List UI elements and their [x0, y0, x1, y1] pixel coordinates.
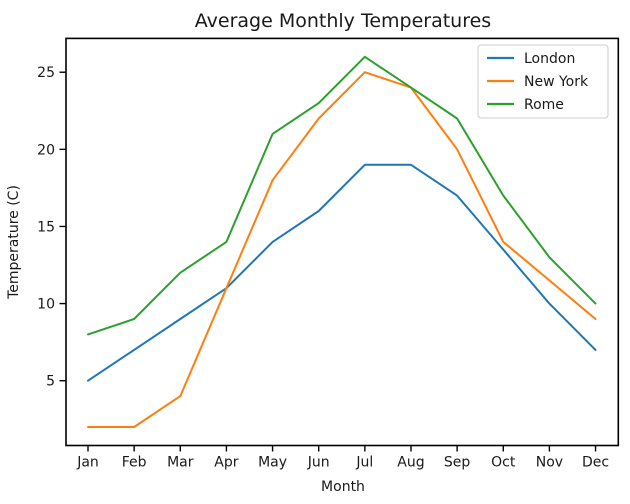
y-axis: 5 10 15 20 25 — [37, 65, 66, 390]
chart-title: Average Monthly Temperatures — [195, 10, 491, 32]
y-tick-label: 20 — [37, 142, 55, 158]
x-tick-label: Mar — [167, 455, 194, 471]
y-tick-label: 25 — [37, 65, 55, 81]
legend-label-rome: Rome — [524, 97, 564, 113]
x-tick-label: Dec — [582, 455, 609, 471]
x-tick-label: Aug — [397, 455, 424, 471]
x-tick-label: Jul — [355, 455, 373, 471]
legend-label-london: London — [524, 51, 575, 67]
line-london — [87, 163, 597, 382]
x-tick-label: Oct — [491, 455, 516, 471]
x-tick-label: Feb — [122, 455, 147, 471]
x-axis: Jan Feb Mar Apr May Jun Jul Aug Sep Oct Nov Dec — [76, 445, 609, 471]
y-axis-label: Temperature (C) — [6, 185, 22, 300]
series-lines — [87, 55, 597, 428]
y-tick-label: 15 — [37, 219, 55, 235]
y-tick-label: 5 — [46, 374, 55, 390]
legend-box — [477, 44, 609, 119]
line-new-york — [87, 71, 597, 428]
x-axis-label: Month — [321, 479, 365, 495]
legend: London New York Rome — [477, 44, 609, 119]
x-tick-label: Sep — [444, 455, 471, 471]
plot-area-border — [65, 37, 620, 447]
line-rome — [87, 55, 597, 336]
y-tick-label: 10 — [37, 297, 55, 313]
x-tick-label: Jan — [76, 455, 99, 471]
x-tick-label: Jun — [307, 455, 330, 471]
x-tick-label: May — [258, 455, 287, 471]
x-tick-label: Apr — [214, 455, 238, 471]
legend-label-new-york: New York — [524, 74, 589, 90]
x-tick-label: Nov — [536, 455, 563, 471]
